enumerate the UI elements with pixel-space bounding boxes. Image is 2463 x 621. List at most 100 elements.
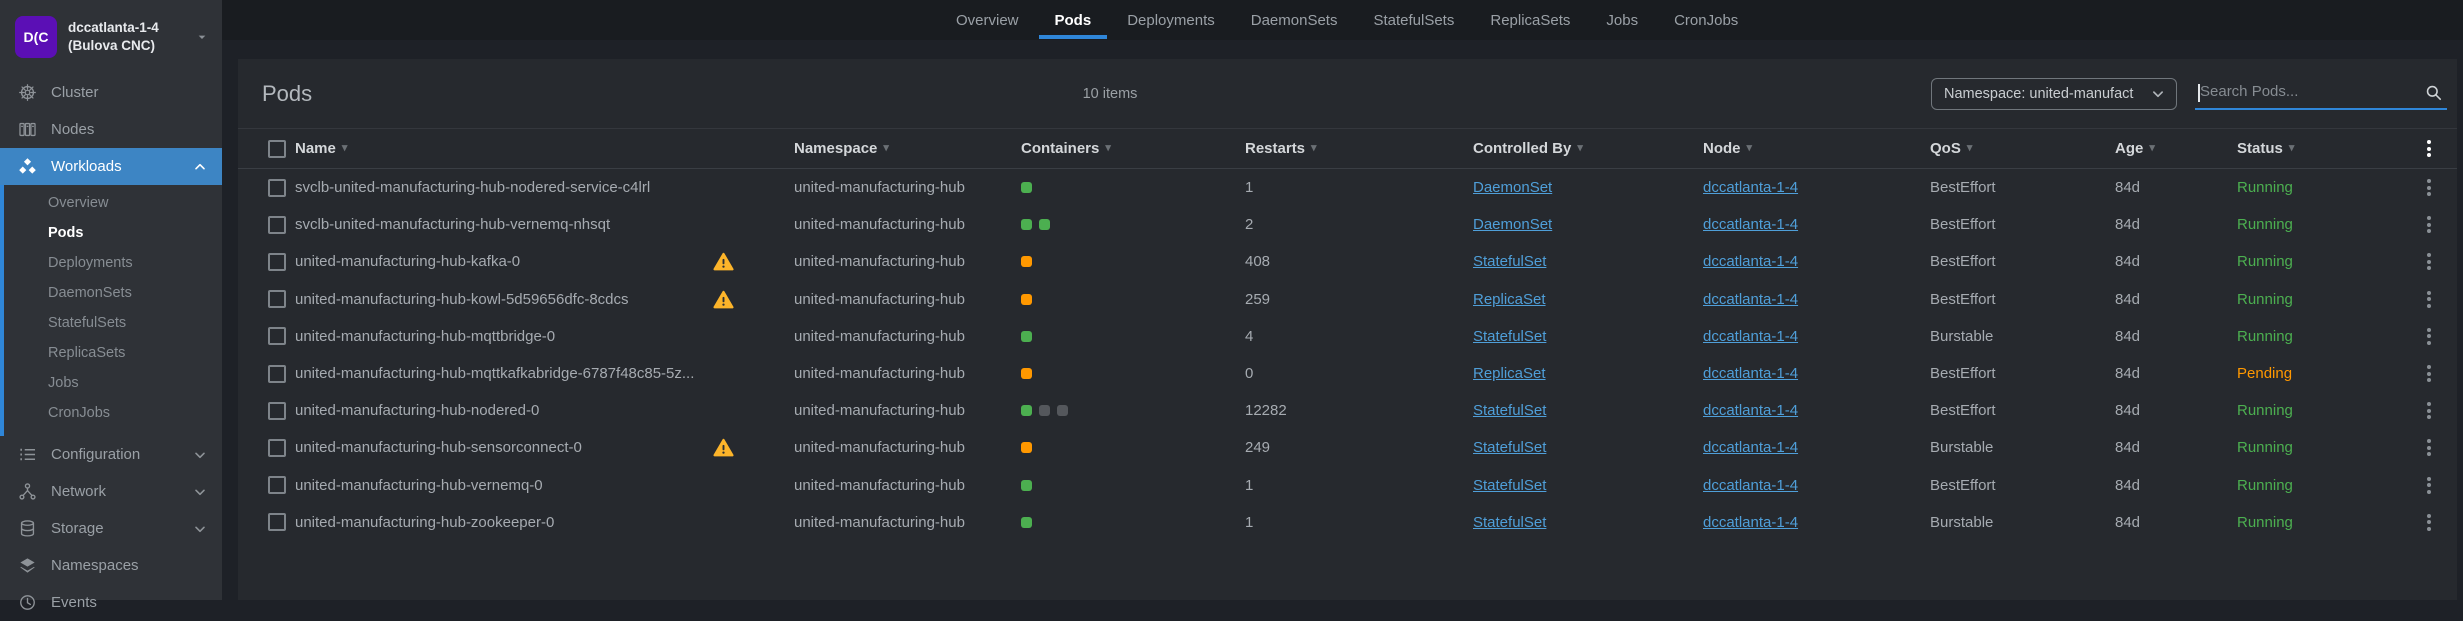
- row-checkbox[interactable]: [268, 327, 286, 346]
- status-badge: Running: [2237, 439, 2293, 457]
- tab-deployments[interactable]: Deployments: [1111, 0, 1231, 40]
- row-actions-menu[interactable]: [2423, 359, 2435, 388]
- tab-statefulsets[interactable]: StatefulSets: [1357, 0, 1470, 40]
- row-checkbox[interactable]: [268, 215, 286, 234]
- table-actions-menu[interactable]: [2423, 134, 2435, 163]
- namespace-filter-value: Namespace: united-manufact: [1944, 85, 2134, 102]
- row-actions-menu[interactable]: [2423, 508, 2435, 537]
- controlled-by-link[interactable]: DaemonSet: [1473, 179, 1553, 197]
- column-header-node[interactable]: Node ▾: [1703, 140, 1930, 157]
- row-actions-menu[interactable]: [2423, 210, 2435, 239]
- select-all-checkbox[interactable]: [268, 139, 286, 158]
- column-header-controlled-by[interactable]: Controlled By ▾: [1473, 140, 1703, 157]
- node-link[interactable]: dccatlanta-1-4: [1703, 476, 1799, 494]
- row-actions-menu[interactable]: [2423, 433, 2435, 462]
- sidebar-item-cronjobs[interactable]: CronJobs: [4, 398, 222, 428]
- tab-jobs[interactable]: Jobs: [1590, 0, 1654, 40]
- namespace-filter-dropdown[interactable]: Namespace: united-manufact: [1931, 77, 2177, 110]
- node-link[interactable]: dccatlanta-1-4: [1703, 327, 1799, 345]
- cell-qos: BestEffort: [1930, 476, 1996, 494]
- sidebar-item-cluster[interactable]: Cluster: [0, 74, 222, 111]
- node-link[interactable]: dccatlanta-1-4: [1703, 439, 1799, 457]
- row-checkbox-cell: [238, 364, 295, 383]
- list-icon: [17, 445, 37, 464]
- node-link[interactable]: dccatlanta-1-4: [1703, 402, 1799, 420]
- controlled-by-link[interactable]: StatefulSet: [1473, 253, 1547, 271]
- sidebar-item-configuration[interactable]: Configuration: [0, 436, 222, 473]
- search-input[interactable]: [2195, 83, 2424, 102]
- controlled-by-link[interactable]: StatefulSet: [1473, 476, 1547, 494]
- row-checkbox[interactable]: [268, 178, 286, 197]
- node-link[interactable]: dccatlanta-1-4: [1703, 290, 1799, 308]
- status-badge: Running: [2237, 290, 2293, 308]
- cluster-selector[interactable]: D(C dccatlanta-1-4 (Bulova CNC): [0, 0, 222, 74]
- sidebar-item-workloads[interactable]: Workloads: [0, 148, 222, 185]
- pod-name: united-manufacturing-hub-mqttbridge-0: [295, 327, 556, 345]
- tab-cronjobs[interactable]: CronJobs: [1658, 0, 1754, 40]
- panel-controls: Namespace: united-manufact: [1931, 77, 2447, 110]
- row-checkbox[interactable]: [268, 438, 286, 457]
- sidebar-item-deployments[interactable]: Deployments: [4, 248, 222, 278]
- node-link[interactable]: dccatlanta-1-4: [1703, 179, 1799, 197]
- sidebar-item-namespaces[interactable]: Namespaces: [0, 547, 222, 584]
- sort-arrow-icon: ▾: [1105, 142, 1111, 154]
- column-header-label: Node: [1703, 140, 1741, 157]
- row-checkbox[interactable]: [268, 252, 286, 271]
- row-checkbox[interactable]: [268, 513, 286, 532]
- controlled-by-link[interactable]: StatefulSet: [1473, 439, 1547, 457]
- sidebar-item-pods[interactable]: Pods: [4, 218, 222, 248]
- tab-replicasets[interactable]: ReplicaSets: [1474, 0, 1586, 40]
- controlled-by-link[interactable]: ReplicaSet: [1473, 365, 1546, 383]
- cell-namespace: united-manufacturing-hub: [794, 179, 965, 197]
- row-actions-menu[interactable]: [2423, 396, 2435, 425]
- column-header-age[interactable]: Age ▾: [2115, 140, 2237, 157]
- column-header-qos[interactable]: QoS ▾: [1930, 140, 2115, 157]
- node-link[interactable]: dccatlanta-1-4: [1703, 253, 1799, 271]
- sidebar-item-storage[interactable]: Storage: [0, 510, 222, 547]
- sidebar-item-network[interactable]: Network: [0, 473, 222, 510]
- column-header-containers[interactable]: Containers ▾: [1021, 140, 1245, 157]
- tab-daemonsets[interactable]: DaemonSets: [1235, 0, 1354, 40]
- row-actions-menu[interactable]: [2423, 173, 2435, 202]
- controlled-by-link[interactable]: DaemonSet: [1473, 216, 1553, 234]
- row-checkbox[interactable]: [268, 290, 286, 309]
- row-actions-menu[interactable]: [2423, 471, 2435, 500]
- tab-overview[interactable]: Overview: [940, 0, 1035, 40]
- cell-restarts: 1: [1245, 513, 1254, 531]
- row-checkbox[interactable]: [268, 476, 286, 495]
- row-actions-menu[interactable]: [2423, 285, 2435, 314]
- cell-qos: BestEffort: [1930, 179, 1996, 197]
- sidebar-item-daemonsets[interactable]: DaemonSets: [4, 278, 222, 308]
- row-actions-menu[interactable]: [2423, 247, 2435, 276]
- container-status-dot: [1021, 330, 1032, 342]
- tab-pods[interactable]: Pods: [1038, 0, 1108, 40]
- tab-label: Deployments: [1127, 11, 1215, 29]
- column-header-name[interactable]: Name ▾: [295, 140, 794, 157]
- controlled-by-link[interactable]: ReplicaSet: [1473, 290, 1546, 308]
- cell-namespace: united-manufacturing-hub: [794, 290, 965, 308]
- controlled-by-link[interactable]: StatefulSet: [1473, 513, 1547, 531]
- node-link[interactable]: dccatlanta-1-4: [1703, 365, 1799, 383]
- sidebar-item-overview[interactable]: Overview: [4, 188, 222, 218]
- row-actions-menu[interactable]: [2423, 322, 2435, 351]
- controlled-by-link[interactable]: StatefulSet: [1473, 327, 1547, 345]
- sidebar-item-statefulsets[interactable]: StatefulSets: [4, 308, 222, 338]
- pods-table: Name ▾ Namespace ▾ Containers ▾ Restarts…: [238, 128, 2457, 541]
- column-header-restarts[interactable]: Restarts ▾: [1245, 140, 1473, 157]
- row-checkbox[interactable]: [268, 401, 286, 420]
- node-link[interactable]: dccatlanta-1-4: [1703, 513, 1799, 531]
- sidebar-item-replicasets[interactable]: ReplicaSets: [4, 338, 222, 368]
- cell-qos: BestEffort: [1930, 216, 1996, 234]
- cell-controlled-by: ReplicaSet: [1473, 365, 1703, 382]
- sidebar-item-events[interactable]: Events: [0, 584, 222, 621]
- cell-qos: BestEffort: [1930, 365, 1996, 383]
- column-header-namespace[interactable]: Namespace ▾: [794, 140, 1021, 157]
- column-header-status[interactable]: Status ▾: [2237, 140, 2423, 157]
- search-icon[interactable]: [2424, 83, 2443, 102]
- sidebar-item-jobs[interactable]: Jobs: [4, 368, 222, 398]
- cell-controlled-by: StatefulSet: [1473, 477, 1703, 494]
- controlled-by-link[interactable]: StatefulSet: [1473, 402, 1547, 420]
- node-link[interactable]: dccatlanta-1-4: [1703, 216, 1799, 234]
- row-checkbox[interactable]: [268, 364, 286, 383]
- sidebar-item-nodes[interactable]: Nodes: [0, 111, 222, 148]
